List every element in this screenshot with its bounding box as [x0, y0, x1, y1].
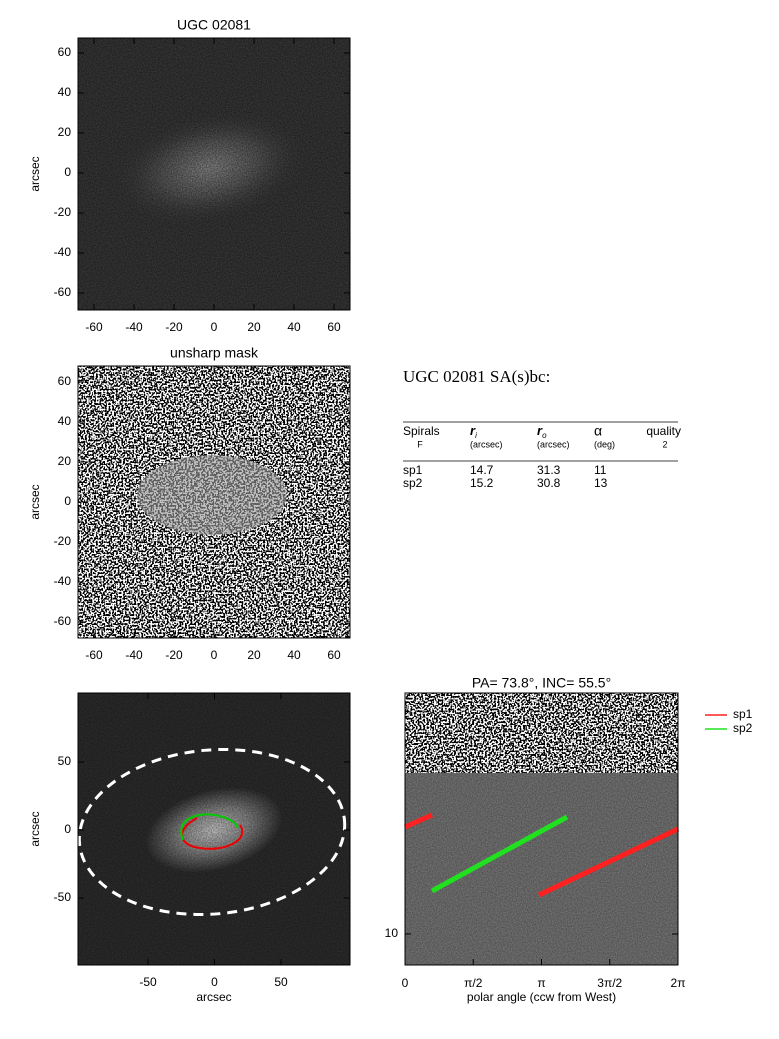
y-tick-label: 10 — [385, 926, 399, 940]
x-tick-label: -40 — [125, 320, 143, 334]
column-subheader: (deg) — [594, 439, 615, 449]
y-tick-label: -50 — [54, 890, 72, 904]
column-header: α — [594, 423, 602, 439]
table-cell: 14.7 — [470, 463, 494, 477]
y-tick-label: 40 — [58, 85, 72, 99]
x-tick-label: -40 — [125, 648, 143, 662]
column-header: ro — [537, 423, 547, 440]
y-tick-label: -20 — [54, 534, 72, 548]
x-tick-label: -50 — [139, 975, 157, 989]
y-tick-label: -40 — [54, 574, 72, 588]
x-tick-label: 0 — [211, 648, 218, 662]
x-tick-label: 20 — [247, 320, 261, 334]
x-axis-label: polar angle (ccw from West) — [467, 990, 616, 1004]
x-tick-label: 40 — [287, 648, 301, 662]
y-tick-label: 20 — [58, 454, 72, 468]
column-subheader: 2 — [662, 439, 667, 449]
x-tick-label: 40 — [287, 320, 301, 334]
y-tick-label: -20 — [54, 205, 72, 219]
table-cell: sp2 — [403, 476, 423, 490]
y-tick-label: -60 — [54, 285, 72, 299]
table-cell: sp1 — [403, 463, 423, 477]
column-header-name: r — [537, 423, 543, 438]
table-cell: 11 — [594, 463, 607, 477]
y-tick-label: 60 — [58, 45, 72, 59]
y-axis-label: arcsec — [28, 484, 42, 519]
column-header-index: i — [475, 431, 477, 440]
table-cell: 31.3 — [537, 463, 561, 477]
y-tick-label: -40 — [54, 245, 72, 259]
y-tick-label: 60 — [58, 374, 72, 388]
column-subheader: F — [417, 439, 423, 449]
panel-title: PA= 73.8°, INC= 55.5° — [472, 675, 611, 691]
column-header: ri — [470, 423, 477, 440]
table-cell: 15.2 — [470, 476, 494, 490]
y-tick-label: 0 — [64, 165, 71, 179]
y-tick-label: 20 — [58, 125, 72, 139]
column-header: Spirals — [403, 424, 440, 438]
x-tick-label: 0 — [211, 975, 218, 989]
y-tick-label: 50 — [58, 754, 72, 768]
image-panel — [403, 692, 680, 966]
y-axis-label: arcsec — [28, 156, 42, 191]
column-header-name: r — [470, 423, 476, 438]
x-tick-label: -60 — [85, 320, 103, 334]
legend-label: sp1 — [733, 707, 753, 721]
column-subheader: (arcsec) — [537, 439, 570, 449]
x-tick-label: 0 — [211, 320, 218, 334]
column-subheader: (arcsec) — [470, 439, 503, 449]
x-tick-label: 3π/2 — [597, 976, 622, 990]
x-tick-label: -20 — [165, 320, 183, 334]
x-tick-label: -60 — [85, 648, 103, 662]
y-tick-label: 40 — [58, 414, 72, 428]
y-tick-label: 0 — [64, 494, 71, 508]
image-panel — [77, 365, 351, 639]
legend-label: sp2 — [733, 721, 753, 735]
x-tick-label: π — [537, 976, 545, 990]
table-cell: 13 — [594, 476, 608, 490]
x-tick-label: -20 — [165, 648, 183, 662]
panel-title: unsharp mask — [170, 345, 259, 361]
x-tick-label: 60 — [327, 648, 341, 662]
x-tick-label: 2π — [671, 976, 686, 990]
y-tick-label: -60 — [54, 614, 72, 628]
y-tick-label: 0 — [64, 822, 71, 836]
x-tick-label: 0 — [402, 976, 409, 990]
column-header-index: o — [542, 431, 547, 440]
x-axis-label: arcsec — [196, 990, 231, 1004]
image-panel — [77, 37, 351, 311]
x-tick-label: 20 — [247, 648, 261, 662]
table-cell: 30.8 — [537, 476, 561, 490]
x-tick-label: 50 — [274, 975, 288, 989]
info-heading: UGC 02081 SA(s)bc: — [403, 367, 550, 386]
x-tick-label: π/2 — [464, 976, 483, 990]
column-header: quality — [646, 424, 681, 438]
y-axis-label: arcsec — [28, 811, 42, 846]
image-panel — [77, 692, 351, 966]
panel-title: UGC 02081 — [177, 17, 251, 33]
x-tick-label: 60 — [327, 320, 341, 334]
